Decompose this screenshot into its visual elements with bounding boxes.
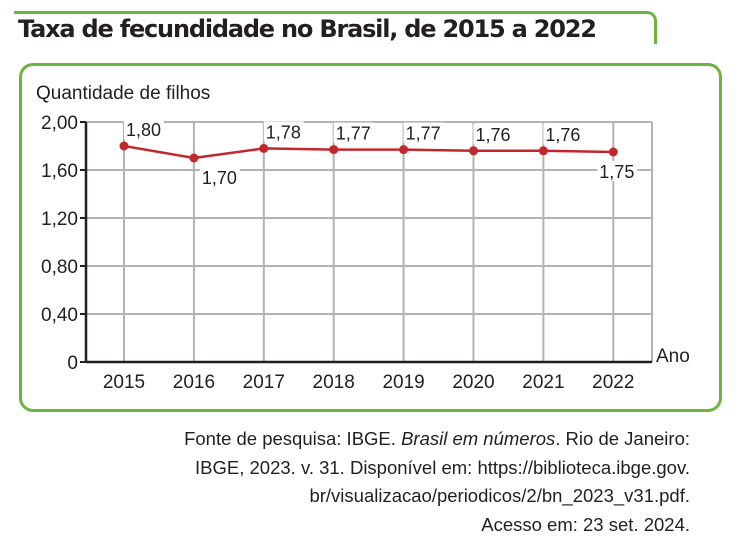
- data-point: [469, 146, 478, 156]
- y-tick-label: 0,40: [41, 305, 78, 326]
- y-axis-label: Quantidade de filhos: [36, 83, 210, 104]
- data-label: 1,80: [126, 120, 161, 140]
- y-tick-label: 0,80: [41, 257, 78, 278]
- source-line: IBGE, 2023. v. 31. Disponível em: https:…: [195, 456, 690, 478]
- data-label: 1,77: [336, 124, 371, 144]
- title-frame: [14, 11, 657, 44]
- data-label: 1,77: [406, 124, 441, 144]
- data-label-bg: [597, 161, 638, 181]
- data-point: [259, 143, 269, 153]
- data-point: [538, 146, 548, 156]
- x-tick-label: 2015: [103, 372, 145, 393]
- series-line: [123, 144, 614, 160]
- data-label: 1,78: [266, 122, 301, 142]
- data-label-bg: [543, 123, 584, 144]
- x-axis-label: Ano: [656, 346, 690, 367]
- data-point: [608, 147, 618, 157]
- x-tick-label: 2022: [592, 372, 634, 393]
- data-label-bg: [333, 122, 374, 143]
- x-tick-label: 2016: [173, 372, 215, 393]
- data-label: 1,76: [545, 125, 580, 145]
- data-label: 1,75: [599, 162, 634, 182]
- data-label-bg: [263, 121, 304, 142]
- data-point: [189, 153, 199, 163]
- y-tick-label: 1,60: [41, 161, 78, 182]
- x-tick-label: 2019: [382, 372, 424, 393]
- y-tick-label: 0: [67, 353, 78, 374]
- x-tick-label: 2017: [243, 372, 285, 393]
- chart-frame: [19, 63, 722, 412]
- line-chart: Quantidade de filhos Ano 0 0,40 0,80 1,20 1,…: [36, 83, 690, 393]
- data-label-bg: [403, 122, 444, 143]
- x-tick-label: 2021: [522, 372, 564, 393]
- data-label-bg: [199, 167, 240, 187]
- data-label-bg: [473, 123, 514, 144]
- data-label-bg: [124, 119, 164, 139]
- source-line: Acesso em: 23 set. 2024.: [481, 514, 690, 536]
- y-tick-label: 1,20: [41, 209, 78, 230]
- data-point: [329, 145, 339, 155]
- x-tick-label: 2018: [313, 372, 355, 393]
- x-tick-label: 2020: [452, 372, 494, 393]
- chart-title: Taxa de fecundidade no Brasil, de 2015 a…: [18, 15, 597, 43]
- source-line: Fonte de pesquisa: IBGE. Brasil em númer…: [184, 428, 690, 449]
- source-note: Fonte de pesquisa: IBGE. Brasil em númer…: [184, 425, 690, 540]
- data-point: [119, 141, 129, 151]
- source-line: br/visualizacao/periodicos/2/bn_2023_v31…: [309, 485, 690, 507]
- data-point: [399, 145, 409, 155]
- data-label: 1,70: [202, 168, 237, 188]
- y-tick-label: 2,00: [41, 113, 78, 134]
- data-label: 1,76: [476, 125, 511, 145]
